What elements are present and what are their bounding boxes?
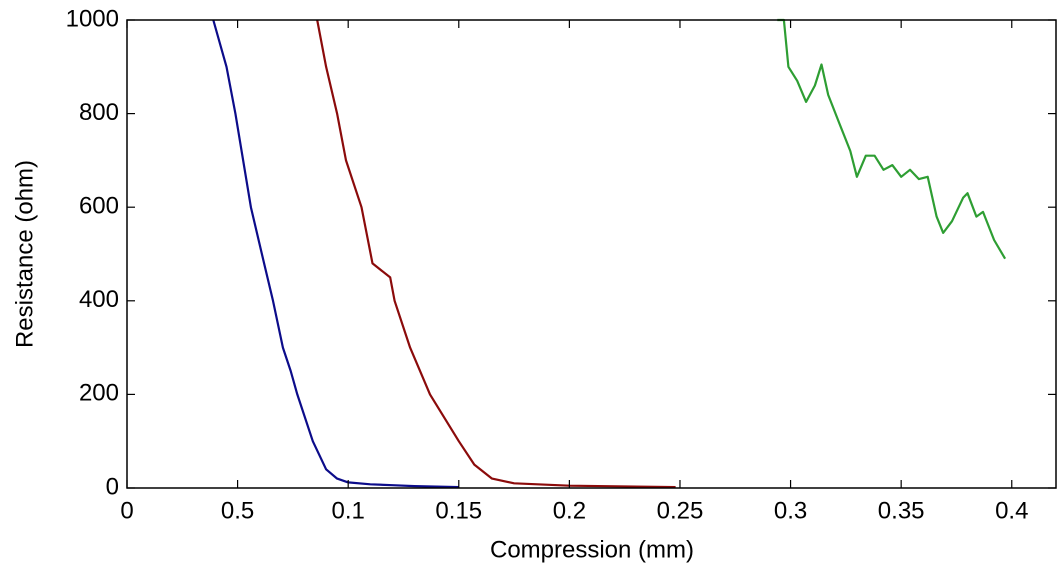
x-tick-label: 0.3 — [774, 497, 807, 524]
x-tick-label: 0.2 — [553, 497, 586, 524]
y-tick-label: 800 — [79, 99, 119, 126]
x-tick-label: 0.5 — [221, 497, 254, 524]
y-tick-label: 600 — [79, 193, 119, 220]
y-tick-label: 0 — [106, 473, 119, 500]
plot-frame — [126, 19, 1057, 489]
y-axis-label: Resistance (ohm) — [11, 160, 38, 348]
data-line — [316, 19, 676, 489]
x-axis-label: Compression (mm) — [490, 536, 694, 563]
x-tick-label: 0.35 — [878, 497, 925, 524]
x-tick-label: 0.15 — [435, 497, 482, 524]
x-tick-label: 0.4 — [995, 497, 1028, 524]
x-tick-label: 0.25 — [657, 497, 704, 524]
data-line — [777, 18, 1007, 260]
x-tick-label: 0.1 — [332, 497, 365, 524]
y-tick-label: 1000 — [66, 5, 119, 32]
data-line — [212, 19, 459, 489]
y-tick-label: 400 — [79, 286, 119, 313]
x-tick-label: 0 — [120, 497, 133, 524]
y-tick-label: 200 — [79, 380, 119, 407]
